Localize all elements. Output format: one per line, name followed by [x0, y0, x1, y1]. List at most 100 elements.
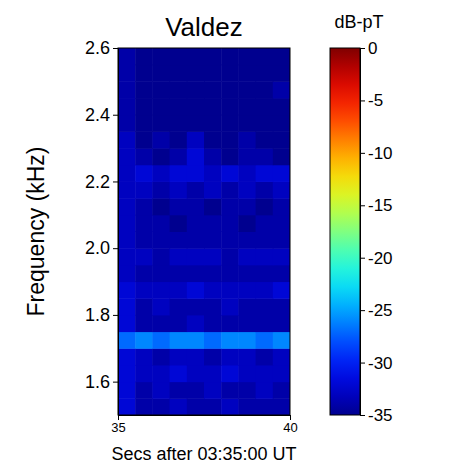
heatmap-cell: [135, 332, 153, 349]
heatmap-cell: [170, 98, 188, 115]
heatmap-cell: [256, 332, 274, 349]
heatmap-cell: [170, 315, 188, 332]
heatmap-cell: [187, 265, 205, 282]
heatmap-cell: [187, 115, 205, 132]
heatmap-cell: [135, 365, 153, 382]
tick-label: 1.6: [85, 372, 110, 392]
heatmap-cell: [170, 48, 188, 65]
tick: -5: [360, 91, 383, 110]
colorbar-label: dB-pT: [334, 12, 383, 32]
heatmap-cell: [256, 181, 274, 198]
heatmap-cell: [187, 382, 205, 399]
heatmap-cell: [152, 81, 170, 98]
heatmap-cell: [187, 98, 205, 115]
heatmap-cell: [170, 181, 188, 198]
heatmap-cell: [238, 232, 256, 249]
heatmap-cell: [118, 365, 136, 382]
heatmap-cell: [273, 98, 290, 115]
heatmap-cell: [238, 165, 256, 182]
heatmap-cell: [238, 282, 256, 299]
heatmap-cell: [256, 65, 274, 82]
heatmap-cell: [135, 282, 153, 299]
heatmap-cell: [221, 265, 239, 282]
heatmap-cell: [118, 282, 136, 299]
heatmap-cell: [256, 165, 274, 182]
heatmap-cell: [256, 382, 274, 399]
heatmap-cell: [256, 348, 274, 365]
heatmap-cell: [135, 81, 153, 98]
heatmap-cell: [135, 115, 153, 132]
heatmap-cell: [221, 332, 239, 349]
heatmap-cell: [204, 282, 222, 299]
heatmap-cell: [273, 232, 290, 249]
heatmap-cell: [204, 215, 222, 232]
heatmap-cell: [256, 198, 274, 215]
heatmap-cell: [152, 98, 170, 115]
tick-label: 2.2: [85, 172, 110, 192]
heatmap-cell: [204, 315, 222, 332]
heatmap-cell: [256, 148, 274, 165]
tick-mark: [360, 415, 365, 416]
heatmap-cell: [135, 265, 153, 282]
heatmap-cell: [204, 181, 222, 198]
heatmap-cell: [135, 131, 153, 148]
tick-label: 2.6: [85, 38, 110, 58]
heatmap-cell: [118, 148, 136, 165]
x-axis: 3540: [111, 415, 297, 435]
heatmap-cell: [221, 165, 239, 182]
heatmap-cell: [152, 248, 170, 265]
heatmap-cell: [273, 348, 290, 365]
heatmap-cell: [238, 181, 256, 198]
heatmap-cell: [170, 148, 188, 165]
heatmap-cell: [204, 348, 222, 365]
heatmap-cell: [135, 198, 153, 215]
heatmap-cell: [238, 365, 256, 382]
heatmap-cell: [273, 198, 290, 215]
heatmap-cell: [118, 215, 136, 232]
heatmap-cell: [273, 365, 290, 382]
heatmap-cell: [221, 248, 239, 265]
tick: 1.6: [85, 372, 118, 392]
heatmap-cell: [238, 298, 256, 315]
title: Valdez: [165, 12, 243, 42]
heatmap-cell: [273, 382, 290, 399]
tick-label: 35: [111, 420, 125, 435]
heatmap-cell: [256, 298, 274, 315]
heatmap-cell: [152, 181, 170, 198]
heatmap-cell: [187, 248, 205, 265]
tick-label: -25: [368, 301, 393, 320]
heatmap-cell: [273, 48, 290, 65]
axis-line: [118, 49, 119, 416]
heatmap-cell: [118, 115, 136, 132]
heatmap-cell: [170, 65, 188, 82]
heatmap-cell: [204, 298, 222, 315]
heatmap-cell: [221, 81, 239, 98]
heatmap-cell: [221, 48, 239, 65]
heatmap-cell: [187, 315, 205, 332]
heatmap-cell: [187, 48, 205, 65]
heatmap-cell: [238, 382, 256, 399]
heatmap-cell: [273, 248, 290, 265]
tick-label: 2.4: [85, 105, 110, 125]
heatmap-cell: [204, 248, 222, 265]
heatmap-cell: [238, 65, 256, 82]
tick: 2.2: [85, 172, 118, 192]
heatmap-cell: [256, 248, 274, 265]
tick: 2.4: [85, 105, 118, 125]
heatmap-cell: [170, 265, 188, 282]
tick-mark: [113, 181, 118, 182]
heatmap-cell: [152, 115, 170, 132]
heatmap-cell: [152, 131, 170, 148]
y-axis-title: Frequency (kHz): [23, 147, 49, 317]
heatmap-cell: [273, 131, 290, 148]
heatmap-cell: [238, 48, 256, 65]
heatmap-cell: [170, 115, 188, 132]
heatmap-cell: [187, 148, 205, 165]
heatmap-cell: [152, 365, 170, 382]
heatmap-cell: [221, 382, 239, 399]
heatmap-cell: [273, 148, 290, 165]
heatmap-cell: [204, 365, 222, 382]
heatmap-cell: [256, 315, 274, 332]
heatmap-cell: [118, 65, 136, 82]
tick-mark: [360, 310, 365, 311]
